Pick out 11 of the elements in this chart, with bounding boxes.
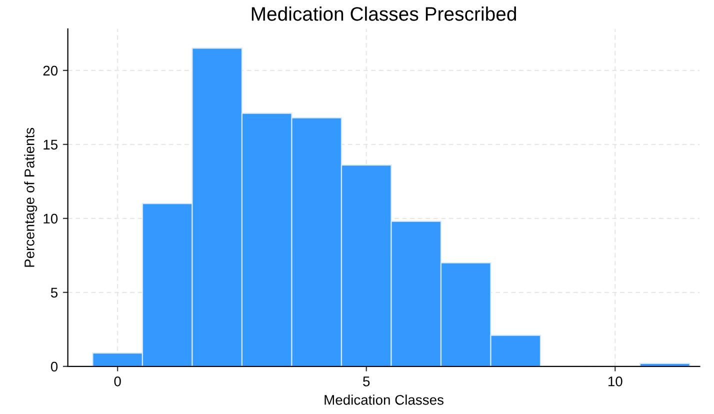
x-tick-label: 10 — [608, 376, 622, 386]
x-axis-title: Medication Classes — [324, 394, 444, 405]
y-axis-title: Percentage of Patients — [24, 128, 38, 267]
y-tick-label: 20 — [43, 66, 58, 76]
y-tick-label: 0 — [50, 362, 58, 372]
y-tick-label: 5 — [50, 288, 58, 298]
x-tick-label: 5 — [363, 376, 370, 386]
y-tick-label: 15 — [44, 140, 58, 150]
chart-title: Medication Classes Prescribed — [252, 6, 516, 21]
x-tick-label: 0 — [114, 376, 121, 386]
y-tick-label: 10 — [44, 214, 58, 224]
